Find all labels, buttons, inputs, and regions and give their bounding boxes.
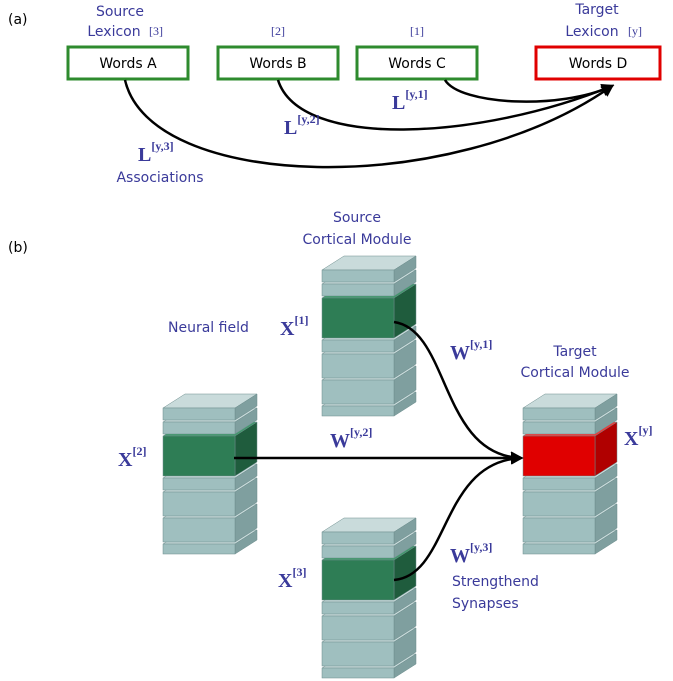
weight-label: W[y,2] <box>330 425 372 452</box>
word-label: Words A <box>99 56 157 72</box>
edges-caption: Associations <box>116 170 203 186</box>
synapse-caption: Strengthend <box>452 574 539 590</box>
field-label: X[y] <box>624 423 652 450</box>
edge-label: L[y,3] <box>138 139 174 166</box>
stack-face <box>322 354 394 378</box>
stack-face <box>163 518 235 542</box>
stack-face <box>322 668 394 678</box>
field-label: X[1] <box>280 313 308 340</box>
word-label: Words D <box>569 56 628 72</box>
module-heading: Source <box>333 210 381 226</box>
field-label: X[2] <box>118 444 146 471</box>
node-index: [2] <box>271 24 285 38</box>
field-label: X[3] <box>278 565 306 592</box>
stack-face <box>523 436 595 476</box>
stack-face <box>523 422 595 434</box>
weight-label: W[y,1] <box>450 337 492 364</box>
module-subheading: Cortical Module <box>521 365 630 381</box>
stack-face <box>523 408 595 420</box>
node-subheading: Lexicon <box>87 24 140 40</box>
word-label: Words C <box>388 56 446 72</box>
panel-label: (b) <box>8 240 28 256</box>
stack-face <box>523 544 595 554</box>
stack-face <box>322 270 394 282</box>
stack-face <box>322 546 394 558</box>
stack-face <box>322 406 394 416</box>
stack-face <box>322 532 394 544</box>
module-subheading: Cortical Module <box>303 232 412 248</box>
stack-face <box>523 492 595 516</box>
stack-face <box>523 478 595 490</box>
edge-label: L[y,1] <box>392 87 428 114</box>
association-arrow <box>445 80 612 102</box>
node-index: [1] <box>410 24 424 38</box>
stack-face <box>163 492 235 516</box>
module-heading: Target <box>552 344 597 360</box>
weight-label: W[y,3] <box>450 540 492 567</box>
panel-label: (a) <box>8 12 28 28</box>
stack-face <box>322 602 394 614</box>
node-subheading: Lexicon <box>565 24 618 40</box>
stack-face <box>322 284 394 296</box>
stack-face <box>163 436 235 476</box>
figure: (a) Source Lexicon [3] [2] [1] Target Le… <box>0 0 673 681</box>
node-index: [3] <box>149 24 163 38</box>
association-arrow <box>125 80 612 167</box>
stack-face <box>163 478 235 490</box>
word-label: Words B <box>249 56 306 72</box>
stack-face <box>163 422 235 434</box>
edge-label: L[y,2] <box>284 112 320 139</box>
field-caption: Neural field <box>168 320 249 336</box>
stack-face <box>523 518 595 542</box>
stack-face <box>163 544 235 554</box>
stack-face <box>322 380 394 404</box>
stack-face <box>322 642 394 666</box>
stack-face <box>322 560 394 600</box>
stack-face <box>322 298 394 338</box>
stack-face <box>322 340 394 352</box>
synapse-caption: Synapses <box>452 596 519 612</box>
node-heading: Target <box>574 2 619 18</box>
association-arrow <box>278 80 612 130</box>
node-index: [y] <box>628 24 642 38</box>
node-heading: Source <box>96 4 144 20</box>
stack-face <box>322 616 394 640</box>
stack-face <box>163 408 235 420</box>
